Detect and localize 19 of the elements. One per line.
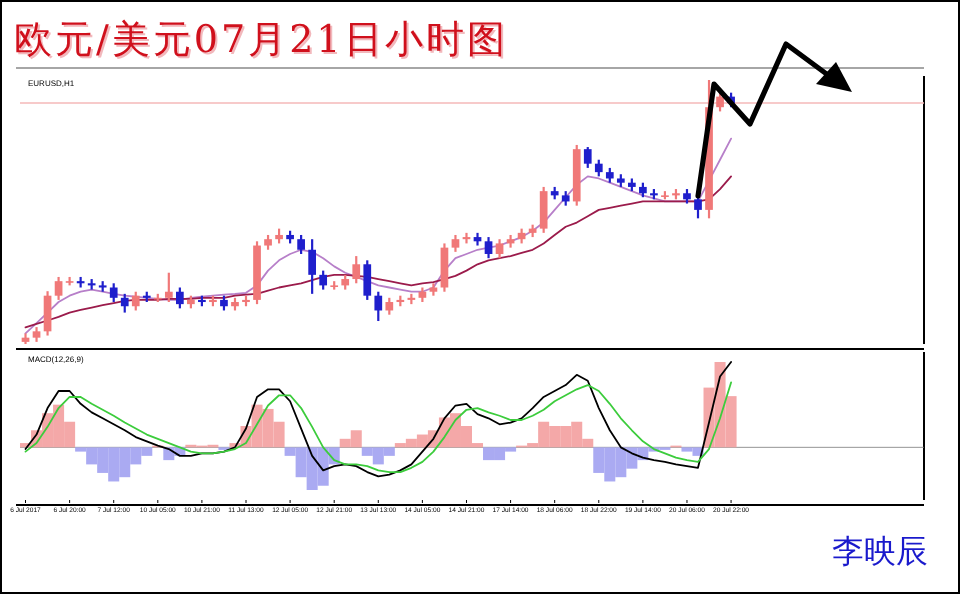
candlestick	[131, 290, 140, 312]
candlestick	[363, 259, 372, 302]
candlestick	[374, 290, 383, 323]
candlestick	[120, 292, 129, 314]
candlestick	[440, 242, 449, 293]
chart-title: 欧元/美元07月21日小时图	[16, 20, 510, 64]
candlestick	[54, 275, 63, 302]
candlestick	[352, 254, 361, 285]
text: 李映辰	[832, 532, 928, 570]
candlestick	[319, 269, 328, 291]
candlestick	[109, 282, 118, 304]
candlestick	[495, 238, 504, 260]
candlestick	[308, 238, 317, 295]
candlestick	[176, 286, 184, 310]
candlestick	[164, 271, 173, 304]
candlestick	[484, 235, 493, 260]
candlestick	[583, 145, 592, 170]
candlestick	[297, 233, 305, 256]
candlestick	[539, 185, 548, 234]
